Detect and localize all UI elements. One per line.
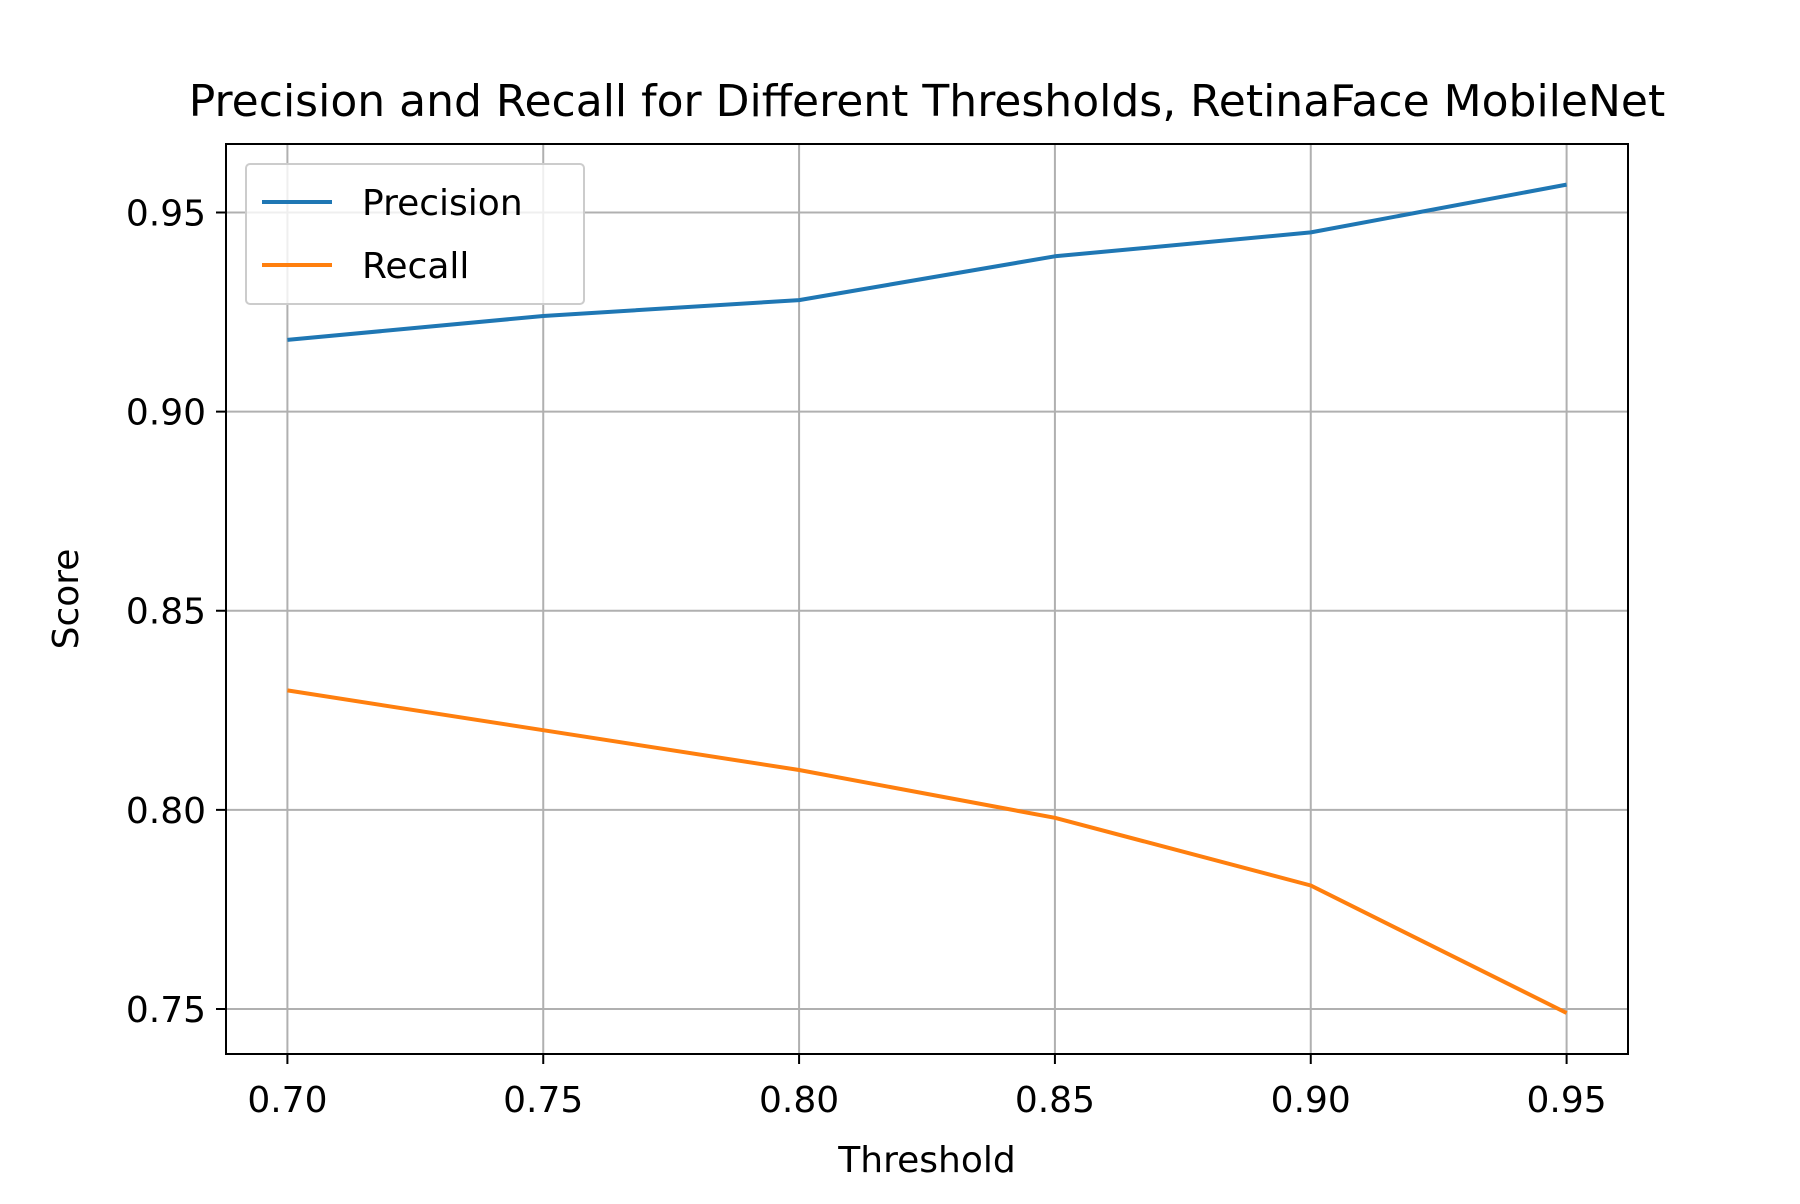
x-tick-label: 0.85 [1015,1080,1095,1121]
legend-label-recall: Recall [362,246,469,287]
x-tick-label: 0.80 [759,1080,839,1121]
y-tick-label: 0.85 [126,592,206,633]
legend-label-precision: Precision [362,183,523,224]
x-tick-label: 0.70 [247,1080,327,1121]
y-tick-label: 0.90 [126,393,206,434]
x-tick-label: 0.90 [1271,1080,1351,1121]
x-axis-label: Threshold [837,1140,1015,1181]
legend: Precision Recall [246,164,584,304]
y-tick-label: 0.95 [126,193,206,234]
x-tick-label: 0.95 [1527,1080,1607,1121]
x-tick-label: 0.75 [503,1080,583,1121]
y-tick-label: 0.75 [126,990,206,1031]
y-tick-label: 0.80 [126,791,206,832]
chart-title: Precision and Recall for Different Thres… [189,76,1665,127]
y-axis-label: Score [46,549,87,650]
